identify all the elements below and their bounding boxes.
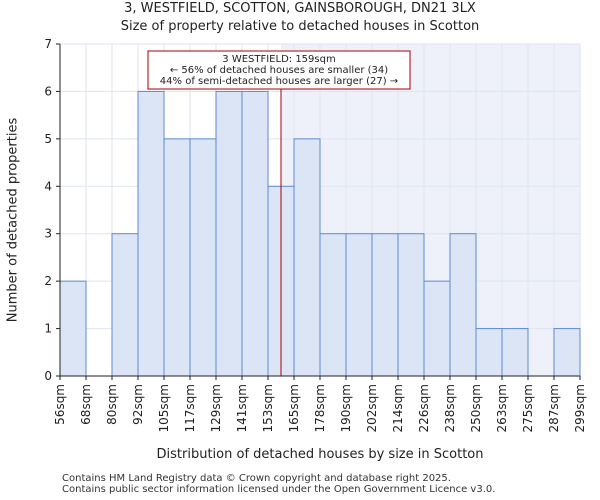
footer-licence: Contains public sector information licen… — [62, 484, 496, 495]
y-axis-label: Number of detached properties — [6, 118, 21, 323]
y-tick-label-1: 1 — [44, 322, 52, 336]
bar-250sqm — [475, 328, 503, 377]
bar-165sqm — [293, 138, 321, 377]
bar-141sqm — [241, 90, 269, 377]
y-tick-label-7: 7 — [44, 37, 52, 51]
y-tick-label-5: 5 — [44, 132, 52, 146]
x-tick-label-226sqm: 226sqm — [417, 384, 431, 432]
annotation-line-3: 44% of semi-detached houses are larger (… — [160, 76, 398, 87]
bar-214sqm — [397, 233, 425, 377]
y-tick-label-4: 4 — [44, 179, 52, 193]
x-tick-label-287sqm: 287sqm — [547, 384, 561, 432]
bars — [59, 90, 581, 377]
x-tick-label-153sqm: 153sqm — [261, 384, 275, 432]
x-tick-label-68sqm: 68sqm — [79, 384, 93, 425]
x-tick-label-92sqm: 92sqm — [131, 384, 145, 425]
x-tick-labels: 56sqm 68sqm 80sqm 92sqm 105sqm 117sqm 129sqm 14… — [53, 376, 587, 432]
bar-92sqm — [137, 90, 165, 377]
x-tick-label-141sqm: 141sqm — [235, 384, 249, 432]
x-tick-label-80sqm: 80sqm — [105, 384, 119, 425]
y-tick-label-3: 3 — [44, 227, 52, 241]
chart-title: Size of property relative to detached ho… — [120, 19, 480, 34]
x-tick-label-178sqm: 178sqm — [313, 384, 327, 432]
bar-105sqm — [163, 138, 191, 377]
annotation-line-1: 3 WESTFIELD: 159sqm — [222, 54, 335, 65]
bar-202sqm — [371, 233, 399, 377]
x-tick-label-129sqm: 129sqm — [209, 384, 223, 432]
bar-263sqm — [501, 328, 529, 377]
bar-80sqm — [111, 233, 139, 377]
x-tick-label-299sqm: 299sqm — [573, 384, 587, 432]
chart-title-address: 3, WESTFIELD, SCOTTON, GAINSBOROUGH, DN2… — [124, 1, 476, 16]
x-tick-label-202sqm: 202sqm — [365, 384, 379, 432]
bar-117sqm — [189, 138, 217, 377]
y-tick-labels: 0 1 2 3 4 5 6 7 — [44, 37, 60, 383]
x-axis-label: Distribution of detached houses by size … — [157, 447, 484, 462]
bar-287sqm — [553, 328, 581, 377]
property-annotation: 3 WESTFIELD: 159sqm ← 56% of detached ho… — [147, 50, 411, 90]
x-tick-label-238sqm: 238sqm — [443, 384, 457, 432]
x-tick-label-56sqm: 56sqm — [53, 384, 67, 425]
bar-129sqm — [215, 90, 243, 377]
x-tick-label-250sqm: 250sqm — [469, 384, 483, 432]
footer-copyright: Contains HM Land Registry data © Crown c… — [62, 473, 451, 484]
bar-56sqm — [59, 280, 87, 377]
x-tick-label-275sqm: 275sqm — [521, 384, 535, 432]
y-tick-label-6: 6 — [44, 84, 52, 98]
x-tick-label-117sqm: 117sqm — [183, 384, 197, 432]
annotation-box — [147, 50, 411, 90]
bar-190sqm — [345, 233, 373, 377]
bar-238sqm — [449, 233, 477, 377]
bar-178sqm — [319, 233, 347, 377]
bar-226sqm — [423, 280, 451, 377]
annotation-line-2: ← 56% of detached houses are smaller (34… — [170, 65, 388, 76]
x-tick-label-214sqm: 214sqm — [391, 384, 405, 432]
y-tick-label-2: 2 — [44, 274, 52, 288]
x-tick-label-190sqm: 190sqm — [339, 384, 353, 432]
y-tick-label-0: 0 — [44, 369, 52, 383]
x-tick-label-105sqm: 105sqm — [157, 384, 171, 432]
x-tick-label-263sqm: 263sqm — [495, 384, 509, 432]
x-tick-label-165sqm: 165sqm — [287, 384, 301, 432]
